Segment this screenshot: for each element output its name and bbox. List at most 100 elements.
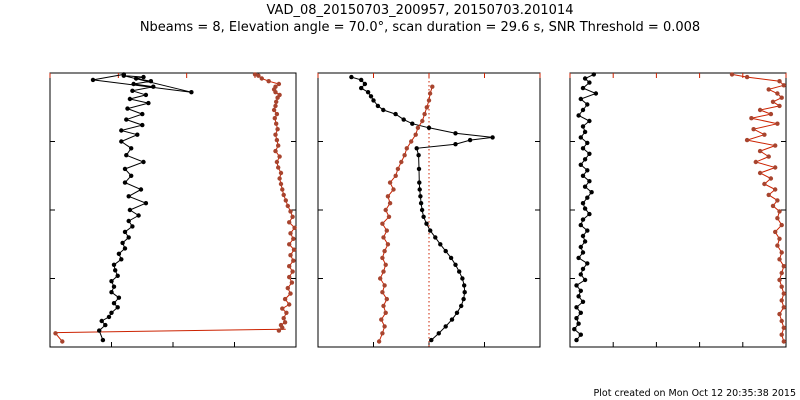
data-point-snr: [349, 74, 354, 80]
data-point-residual: [591, 72, 596, 77]
data-point-residual: [585, 228, 590, 233]
data-point-wind_direction: [274, 111, 280, 117]
data-point-wind_speed: [119, 139, 124, 144]
data-point-residual: [582, 157, 588, 162]
data-point-vertical_velocity: [376, 339, 382, 344]
data-point-wind_direction: [274, 121, 279, 126]
data-point-correlation: [768, 111, 774, 117]
data-point-snr: [459, 303, 464, 309]
data-point-wind_speed: [120, 240, 125, 246]
data-point-wind_direction: [276, 81, 282, 87]
data-point-vertical_velocity: [383, 207, 388, 213]
data-point-wind_speed: [124, 117, 129, 122]
data-point-snr: [462, 290, 467, 295]
data-point-wind_direction: [292, 225, 297, 230]
data-point-vertical_velocity: [427, 91, 433, 96]
data-point-wind_direction: [290, 214, 295, 219]
data-point-correlation: [757, 148, 763, 154]
data-point-wind_direction: [282, 296, 288, 302]
data-point-residual: [587, 179, 592, 184]
data-point-wind_direction: [283, 198, 288, 203]
data-point-vertical_velocity: [380, 290, 385, 295]
data-point-residual: [585, 195, 590, 200]
data-point-residual: [580, 233, 586, 239]
data-point-wind_direction_low: [53, 331, 58, 336]
data-point-correlation: [777, 103, 782, 109]
data-point-wind_direction_low: [60, 339, 65, 344]
data-point-correlation: [779, 250, 784, 255]
data-point-vertical_velocity: [395, 166, 401, 172]
data-point-correlation: [775, 216, 780, 221]
data-point-wind_speed: [103, 322, 108, 328]
data-point-vertical_velocity: [379, 317, 384, 322]
data-point-wind_direction: [276, 143, 281, 148]
data-point-correlation: [781, 305, 786, 310]
data-point-residual: [593, 91, 599, 96]
data-point-snr: [359, 85, 364, 91]
series-line-vertical_velocity: [378, 86, 433, 342]
data-point-wind_direction: [282, 320, 288, 325]
data-point-vertical_velocity: [382, 283, 387, 288]
data-point-vertical_velocity: [381, 269, 386, 274]
data-point-correlation: [757, 170, 763, 176]
data-point-residual: [576, 113, 581, 118]
data-point-wind_direction: [273, 84, 278, 89]
data-point-correlation: [770, 203, 776, 209]
data-point-correlation: [775, 198, 780, 203]
data-point-vertical_velocity: [383, 310, 388, 315]
data-point-wind_direction: [287, 242, 292, 247]
data-point-vertical_velocity: [391, 187, 396, 192]
data-point-wind_speed: [125, 106, 130, 111]
data-point-snr: [417, 180, 422, 185]
data-point-residual: [580, 107, 586, 113]
data-point-vertical_velocity: [380, 255, 385, 261]
data-point-snr: [453, 262, 458, 267]
data-point-snr: [462, 283, 467, 288]
data-point-residual: [578, 222, 583, 228]
data-point-wind_direction: [289, 280, 295, 285]
data-point-vertical_velocity: [378, 276, 383, 281]
data-point-residual: [585, 168, 590, 173]
data-point-snr: [448, 255, 454, 261]
data-point-wind_speed: [126, 194, 131, 199]
panel-3-frame: [569, 72, 787, 348]
data-point-wind_direction: [277, 92, 282, 98]
data-point-correlation: [781, 291, 786, 296]
data-point-residual: [578, 162, 583, 167]
data-point-wind_direction: [266, 79, 271, 84]
figure-title-line2: Nbeams = 8, Elevation angle = 70.0°, sca…: [140, 20, 700, 35]
data-point-correlation: [781, 339, 786, 344]
data-point-wind_speed: [124, 153, 129, 158]
data-point-wind_direction: [252, 72, 258, 77]
data-point-correlation: [773, 229, 778, 235]
data-point-wind_direction: [284, 310, 289, 315]
data-point-wind_speed: [143, 92, 149, 98]
data-point-vertical_velocity: [382, 324, 387, 329]
data-point-wind_speed: [141, 74, 146, 80]
data-point-residual: [574, 305, 579, 310]
data-point-wind_direction: [280, 187, 285, 192]
data-point-wind_direction: [277, 154, 282, 159]
data-point-wind_speed: [106, 314, 112, 320]
data-point-residual: [580, 299, 586, 304]
data-point-wind_speed: [122, 246, 128, 251]
data-point-residual: [580, 124, 586, 129]
series-line-wind_direction: [254, 73, 296, 331]
data-point-correlation: [779, 318, 784, 324]
data-point-vertical_velocity: [385, 242, 391, 247]
data-point-wind_direction: [285, 285, 290, 291]
data-point-residual: [578, 272, 583, 277]
data-point-wind_speed: [116, 295, 122, 300]
data-point-wind_direction: [288, 209, 293, 214]
data-point-residual: [587, 211, 592, 217]
data-point-wind_direction: [285, 203, 290, 209]
data-point-correlation: [773, 165, 778, 170]
data-point-vertical_velocity: [383, 262, 388, 267]
data-point-snr: [381, 107, 386, 113]
data-point-residual: [574, 283, 579, 288]
data-point-wind_speed: [126, 235, 131, 240]
data-point-wind_speed: [129, 173, 134, 178]
data-point-correlation: [779, 332, 784, 337]
data-point-wind_direction: [273, 148, 278, 154]
